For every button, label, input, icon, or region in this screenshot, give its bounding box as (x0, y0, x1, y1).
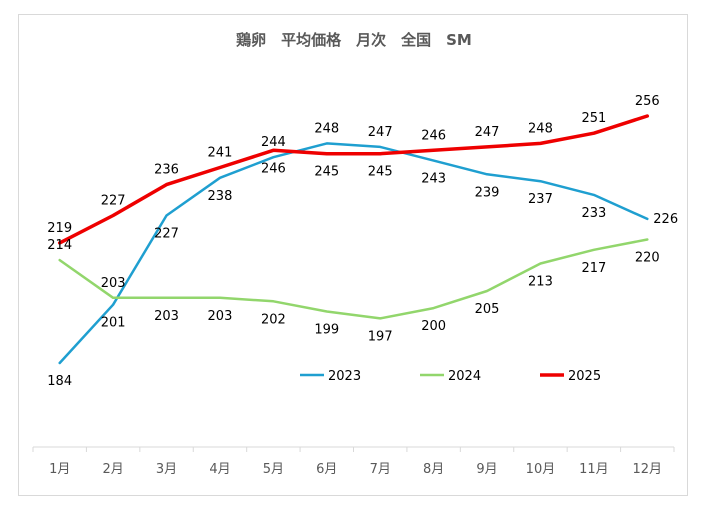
data-label-2024: 217 (581, 261, 606, 276)
x-tick-label: 2月 (102, 462, 123, 477)
x-axis: 1月 2月 3月 4月 5月 6月 7月 8月 9月 10月 11月 12月 (32, 446, 675, 477)
data-label-2025: 219 (47, 221, 72, 236)
data-label-2024: 200 (421, 319, 446, 334)
data-label-2025: 245 (368, 165, 393, 180)
series-line-2023 (58, 142, 649, 365)
data-label-2025: 246 (421, 128, 446, 143)
data-label-2025: 246 (261, 161, 286, 176)
data-labels: 184 201 227 238 244 248 247 243 239 237 233 226 214 2… (47, 94, 678, 389)
data-label-2024: 202 (261, 312, 286, 327)
data-label-2023: 237 (528, 192, 553, 207)
data-label-2023: 238 (208, 189, 233, 204)
x-tick-label: 10月 (526, 462, 556, 477)
x-tick-label: 11月 (579, 462, 609, 477)
legend: 2023 2024 2025 (300, 369, 601, 384)
x-tick-label: 5月 (263, 462, 284, 477)
data-label-2023: 227 (154, 226, 179, 241)
data-label-2025: 256 (635, 94, 660, 109)
data-label-2024: 203 (208, 309, 233, 324)
x-tick-label: 9月 (476, 462, 497, 477)
data-label-2025: 241 (208, 145, 233, 160)
data-label-2025: 247 (475, 125, 500, 140)
data-label-2025: 248 (528, 121, 553, 136)
series-lines (57, 114, 650, 365)
legend-label-2023: 2023 (328, 369, 361, 384)
legend-label-2025: 2025 (568, 369, 601, 384)
data-label-2023: 239 (475, 185, 500, 200)
chart-title: 鶏卵 平均価格 月次 全国 SM (236, 31, 472, 49)
data-label-2024: 203 (154, 309, 179, 324)
data-label-2024: 214 (47, 238, 72, 253)
data-label-2023: 244 (261, 135, 286, 150)
data-label-2025: 245 (314, 165, 339, 180)
series-line-2025 (57, 114, 650, 245)
data-label-2025: 236 (154, 163, 179, 178)
data-label-2023: 184 (47, 374, 72, 389)
legend-label-2024: 2024 (448, 369, 481, 384)
x-tick-label: 7月 (370, 462, 391, 477)
data-label-2023: 248 (314, 121, 339, 136)
data-label-2024: 197 (368, 329, 393, 344)
data-label-2024: 213 (528, 275, 553, 290)
data-label-2024: 220 (635, 251, 660, 266)
data-label-2024: 199 (314, 323, 339, 338)
x-tick-label: 1月 (49, 462, 70, 477)
data-label-2024: 205 (475, 302, 500, 317)
x-tick-label: 4月 (209, 462, 230, 477)
x-tick-label: 12月 (633, 462, 663, 477)
series-line-2024 (58, 238, 649, 320)
data-label-2024: 203 (101, 276, 126, 291)
data-label-2025: 251 (581, 111, 606, 126)
data-label-2023: 201 (101, 316, 126, 331)
x-tick-label: 8月 (423, 462, 444, 477)
data-label-2023: 233 (581, 206, 606, 221)
x-tick-label: 6月 (316, 462, 337, 477)
x-tick-label: 3月 (156, 462, 177, 477)
data-label-2023: 243 (421, 172, 446, 187)
data-label-2025: 227 (101, 193, 126, 208)
data-label-2023: 226 (653, 212, 678, 227)
data-label-2023: 247 (368, 125, 393, 140)
